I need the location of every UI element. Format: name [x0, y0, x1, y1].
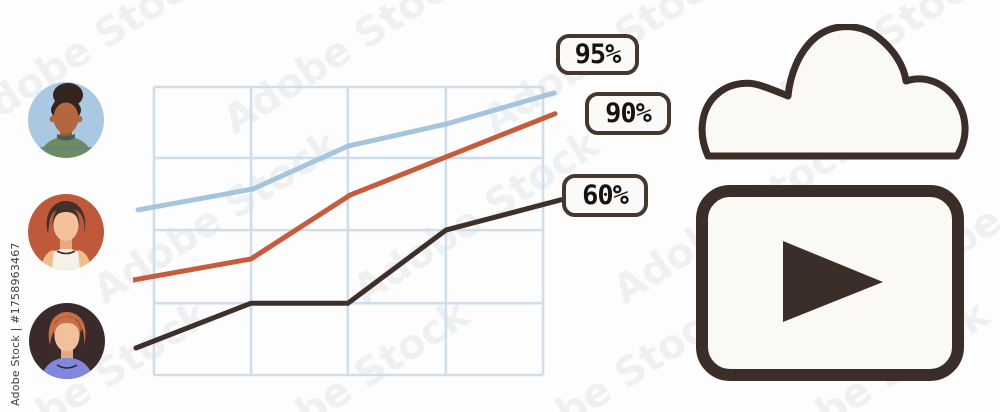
- badge-90-label: 90%: [605, 98, 652, 129]
- woman-bun-avatar-icon: [28, 82, 104, 158]
- chart-series-red-90: [133, 111, 558, 283]
- chart-series-dark-60: [133, 197, 564, 351]
- badge-60-percent: 60%: [562, 174, 648, 217]
- man-ginger-hair-avatar-icon: [29, 303, 105, 379]
- play-button-icon: [695, 184, 965, 386]
- avatar-man-ginger-hair: [29, 303, 105, 379]
- badge-95-percent: 95%: [556, 34, 639, 75]
- badge-90-percent: 90%: [585, 92, 671, 135]
- badge-95-label: 95%: [574, 39, 622, 70]
- line-chart: [133, 85, 564, 377]
- play-triangle-icon: [783, 241, 883, 322]
- cloud-icon-svg: [698, 23, 969, 160]
- chart-series-blue-95: [135, 90, 557, 213]
- avatar-woman-bun: [28, 82, 104, 158]
- play-button-svg: [696, 185, 964, 381]
- cloud-icon: [694, 23, 976, 168]
- badge-60-label: 60%: [582, 180, 629, 211]
- avatar-man-dark-hair: [28, 194, 104, 270]
- adobe-stock-credit: Adobe Stock | #1758963467: [9, 242, 22, 406]
- man-dark-hair-avatar-icon: [28, 194, 104, 270]
